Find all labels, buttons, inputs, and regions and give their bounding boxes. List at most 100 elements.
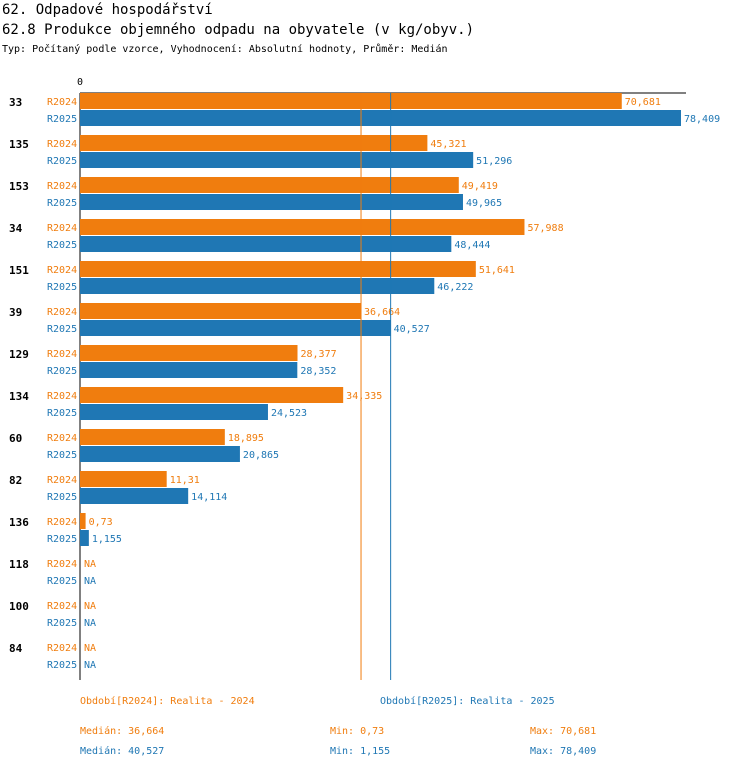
- data-label: 24,523: [271, 408, 307, 419]
- series-row-label: R2025: [47, 156, 77, 167]
- series-row-label: R2024: [47, 97, 77, 108]
- chart-title: 62.8 Produkce objemného odpadu na obyvat…: [2, 22, 475, 38]
- bar: [80, 513, 86, 529]
- data-label: 28,377: [301, 349, 337, 360]
- bar: [80, 219, 525, 235]
- series-row-label: R2025: [47, 366, 77, 377]
- data-label: NA: [84, 559, 96, 570]
- bar: [80, 152, 474, 168]
- bar: [80, 278, 435, 294]
- min-r2024: Min: 0,73: [330, 726, 385, 737]
- data-label: 36,664: [364, 307, 400, 318]
- series-row-label: R2024: [47, 559, 77, 570]
- data-label: NA: [84, 618, 96, 629]
- data-label: 57,988: [527, 223, 563, 234]
- series-row-label: R2025: [47, 660, 77, 671]
- series-row-label: R2025: [47, 282, 77, 293]
- bar: [80, 471, 167, 487]
- data-label: 46,222: [437, 282, 473, 293]
- series-row-label: R2024: [47, 391, 77, 402]
- data-label: 51,641: [479, 265, 515, 276]
- bar: [80, 429, 225, 445]
- bar: [80, 345, 298, 361]
- section-title: 62. Odpadové hospodářství: [2, 2, 213, 18]
- legend-r2025: Období[R2025]: Realita - 2025: [380, 696, 555, 707]
- category-label: 136: [9, 516, 29, 529]
- bar: [80, 177, 459, 193]
- category-label: 129: [9, 348, 29, 361]
- category-label: 153: [9, 180, 29, 193]
- max-r2025: Max: 78,409: [530, 746, 597, 757]
- bar: [80, 404, 268, 420]
- series-row-label: R2024: [47, 349, 77, 360]
- bar: [80, 110, 681, 126]
- bar: [80, 261, 476, 277]
- data-label: 78,409: [684, 114, 720, 125]
- series-row-label: R2024: [47, 475, 77, 486]
- data-label: NA: [84, 643, 96, 654]
- category-label: 60: [9, 432, 22, 445]
- category-label: 100: [9, 600, 29, 613]
- bar: [80, 530, 89, 546]
- series-row-label: R2024: [47, 139, 77, 150]
- series-row-label: R2025: [47, 492, 77, 503]
- series-row-label: R2025: [47, 240, 77, 251]
- category-label: 135: [9, 138, 29, 151]
- data-label: 1,155: [92, 534, 122, 545]
- data-label: 18,895: [228, 433, 264, 444]
- bar: [80, 194, 463, 210]
- series-row-label: R2025: [47, 576, 77, 587]
- chart-subtitle: Typ: Počítaný podle vzorce, Vyhodnocení:…: [2, 44, 448, 55]
- data-label: 34,335: [346, 391, 382, 402]
- bar: [80, 303, 362, 319]
- bar: [80, 488, 189, 504]
- data-label: 49,965: [466, 198, 502, 209]
- series-row-label: R2025: [47, 534, 77, 545]
- category-label: 151: [9, 264, 29, 277]
- series-row-label: R2024: [47, 433, 77, 444]
- data-label: 48,444: [454, 240, 490, 251]
- data-label: 28,352: [300, 366, 336, 377]
- bar: [80, 320, 391, 336]
- category-label: 39: [9, 306, 22, 319]
- data-label: 20,865: [243, 450, 279, 461]
- data-label: 40,527: [394, 324, 430, 335]
- bar: [80, 135, 428, 151]
- median-r2025: Medián: 40,527: [80, 746, 165, 757]
- bar: [80, 93, 622, 109]
- data-label: 11,31: [170, 475, 200, 486]
- category-label: 33: [9, 96, 22, 109]
- category-label: 82: [9, 474, 22, 487]
- series-row-label: R2024: [47, 181, 77, 192]
- data-label: 51,296: [476, 156, 512, 167]
- x-tick-label: 0: [77, 77, 83, 88]
- min-r2025: Min: 1,155: [330, 746, 391, 757]
- bar: [80, 236, 452, 252]
- series-row-label: R2025: [47, 114, 77, 125]
- series-row-label: R2025: [47, 324, 77, 335]
- category-label: 134: [9, 390, 29, 403]
- series-row-label: R2025: [47, 408, 77, 419]
- series-row-label: R2024: [47, 601, 77, 612]
- data-label: 14,114: [191, 492, 227, 503]
- series-row-label: R2025: [47, 450, 77, 461]
- data-label: 49,419: [462, 181, 498, 192]
- series-row-label: R2024: [47, 265, 77, 276]
- data-label: 70,681: [625, 97, 661, 108]
- series-row-label: R2024: [47, 643, 77, 654]
- category-label: 84: [9, 642, 23, 655]
- bar: [80, 362, 298, 378]
- data-label: 0,73: [89, 517, 113, 528]
- series-row-label: R2025: [47, 198, 77, 209]
- data-label: NA: [84, 576, 96, 587]
- category-label: 118: [9, 558, 29, 571]
- data-label: NA: [84, 660, 96, 671]
- max-r2024: Max: 70,681: [530, 726, 597, 737]
- data-label: 45,321: [430, 139, 466, 150]
- bar: [80, 446, 240, 462]
- legend-r2024: Období[R2024]: Realita - 2024: [80, 696, 255, 707]
- median-r2024: Medián: 36,664: [80, 726, 165, 737]
- series-row-label: R2024: [47, 517, 77, 528]
- series-row-label: R2024: [47, 223, 77, 234]
